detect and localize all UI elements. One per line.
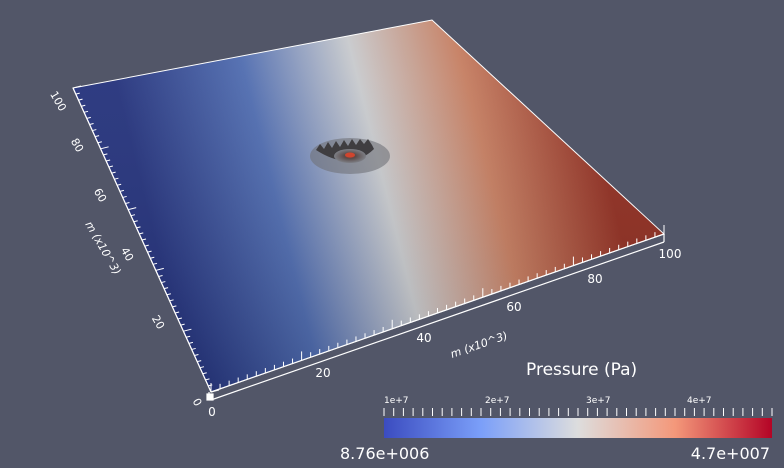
y-axis-tick: [108, 165, 114, 168]
x-tick-label: 60: [506, 300, 521, 314]
y-axis-tick: [78, 98, 83, 101]
color-bar-tick-label: 3e+7: [586, 396, 611, 406]
x-tick-label: 100: [659, 247, 682, 261]
well-depression: [310, 138, 390, 174]
y-axis-tick: [150, 256, 155, 259]
y-tick-label: 100: [47, 89, 69, 114]
y-axis-tick: [191, 347, 196, 350]
y-axis-tick: [183, 328, 192, 332]
y-axis-tick: [188, 341, 194, 344]
y-axis-tick: [128, 207, 137, 211]
x-tick-label: 0: [208, 405, 216, 419]
y-axis-tick: [81, 104, 86, 107]
y-axis-tick-labels: 0 20 40 60 80 100: [47, 89, 204, 409]
color-bar-max-label: 4.7e+007: [690, 444, 770, 463]
y-axis-tick: [205, 378, 210, 381]
y-axis-tick: [180, 323, 185, 326]
color-bar-min-label: 8.76e+006: [340, 444, 430, 463]
y-axis-tick: [97, 141, 102, 144]
y-axis-tick: [177, 317, 183, 320]
x-axis-ticks: [210, 225, 665, 392]
y-axis-tick: [105, 159, 111, 162]
y-axis-tick: [161, 281, 166, 284]
y-axis-tick: [122, 195, 127, 198]
y-axis-tick: [166, 293, 171, 296]
y-axis-tick: [133, 220, 138, 223]
y-axis-tick: [130, 214, 136, 217]
x-tick-label: 40: [416, 331, 431, 345]
y-axis-tick: [94, 135, 100, 138]
y-axis-tick: [155, 267, 164, 271]
y-axis-tick: [114, 177, 119, 180]
y-axis-tick: [92, 129, 97, 132]
y-axis-tick: [202, 372, 207, 375]
y-tick-label: 80: [68, 136, 86, 155]
color-bar-tick-label: 4e+7: [687, 396, 712, 406]
y-axis-tick: [186, 335, 191, 338]
y-axis-tick: [117, 183, 122, 186]
y-axis-tick: [144, 244, 149, 247]
y-axis-tick: [158, 274, 163, 277]
y-axis-tick: [119, 189, 125, 192]
x-tick-label: 20: [315, 366, 330, 380]
y-axis-tick: [172, 305, 177, 308]
color-bar: [384, 418, 772, 438]
x-axis-title: m (x10^3): [449, 329, 510, 361]
y-axis-tick: [199, 366, 205, 369]
y-axis-tick: [210, 389, 220, 393]
y-axis-tick: [100, 146, 109, 150]
y-tick-label: 0: [190, 396, 205, 409]
color-legend: [383, 408, 773, 438]
y-axis-tick: [139, 232, 144, 235]
y-axis-tick: [169, 299, 174, 302]
y-axis-tick: [72, 85, 82, 89]
x-axis-tick-labels: 0 20 40 60 80 100: [208, 247, 681, 419]
y-axis-tick: [125, 202, 130, 205]
y-axis-tick: [197, 360, 202, 363]
color-bar-title: Pressure (Pa): [526, 360, 638, 380]
y-axis-tick: [194, 354, 199, 357]
y-axis-title: m (x10^3): [82, 219, 123, 277]
y-axis-tick: [86, 116, 91, 119]
y-axis-tick: [103, 153, 108, 156]
x-tick-label: 80: [587, 272, 602, 286]
y-axis-tick: [147, 250, 152, 253]
y-tick-label: 40: [118, 245, 136, 264]
y-axis-tick: [208, 384, 213, 387]
y-tick-label: 20: [149, 313, 167, 332]
y-axis-tick: [141, 238, 147, 241]
y-axis-tick: [163, 287, 169, 290]
y-axis-tick: [111, 171, 116, 174]
surface-shading: [73, 20, 664, 392]
y-axis-tick: [136, 226, 141, 229]
y-axis-ticks: [72, 85, 220, 393]
y-axis-tick: [89, 122, 94, 125]
y-axis-tick: [83, 110, 89, 113]
y-axis-tick: [75, 92, 80, 95]
y-axis-tick: [174, 311, 180, 314]
color-bar-tick-label: 2e+7: [485, 396, 510, 406]
y-tick-label: 60: [91, 186, 109, 205]
color-bar-ticks: [383, 408, 773, 416]
color-bar-tick-label: 1e+7: [384, 396, 409, 406]
y-axis-tick: [152, 262, 158, 265]
